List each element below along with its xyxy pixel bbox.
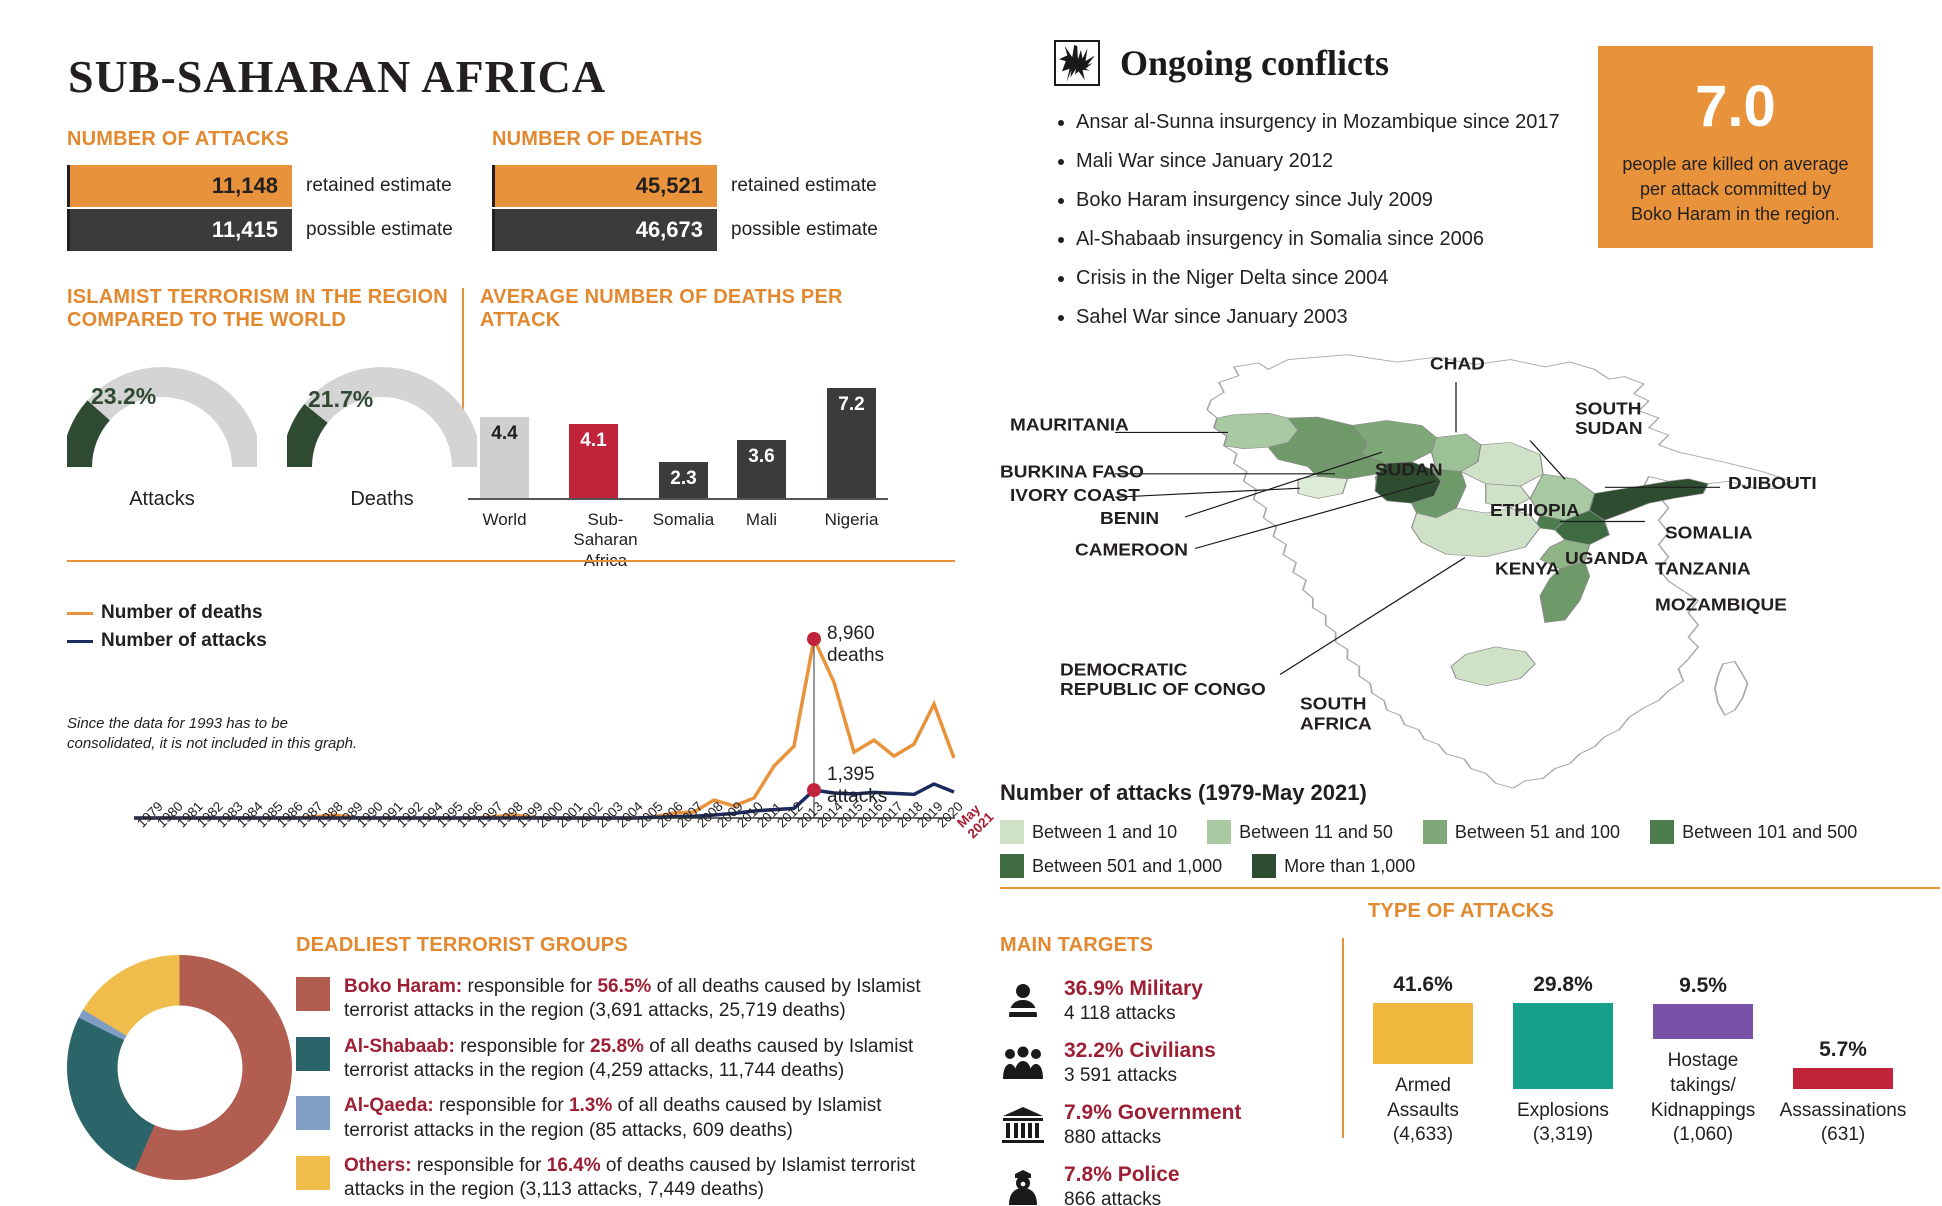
svg-text:8,960: 8,960 — [827, 623, 875, 644]
svg-text:1,395: 1,395 — [827, 764, 875, 785]
svg-text:21.7%: 21.7% — [308, 386, 373, 412]
svg-text:23.2%: 23.2% — [91, 383, 156, 409]
svg-text:deaths: deaths — [827, 645, 884, 666]
